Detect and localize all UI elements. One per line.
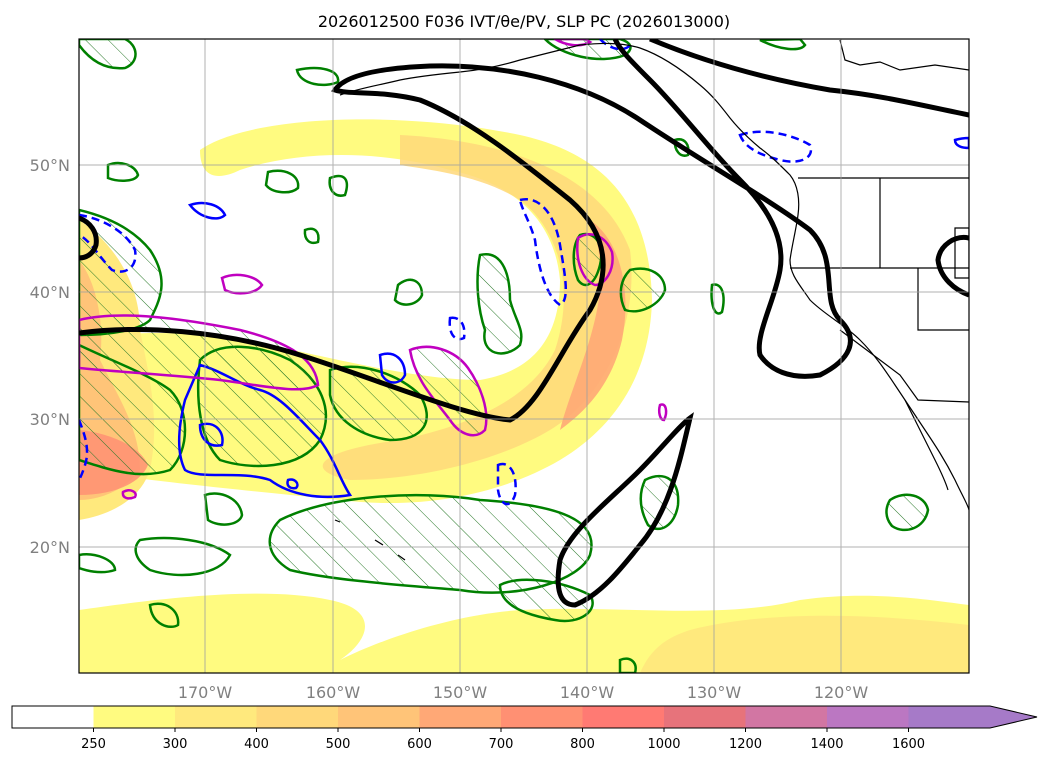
lon-label: 150°W xyxy=(433,683,488,702)
lon-labels: 170°W 160°W 150°W 140°W 130°W 120°W xyxy=(178,683,869,702)
colorbar-tick-label: 1000 xyxy=(647,737,680,752)
theta-e-lines xyxy=(79,39,807,673)
colorbar-tick-label: 600 xyxy=(407,737,432,752)
colorbar-segment xyxy=(338,706,420,728)
map-frame xyxy=(78,38,970,674)
slp-contour xyxy=(935,234,969,298)
baja-coast xyxy=(904,399,949,491)
colorbar-tick-label: 700 xyxy=(489,737,514,752)
state-border xyxy=(917,268,969,331)
colorbar-segment xyxy=(664,706,746,728)
theta-e-area xyxy=(619,267,667,313)
ivt-ring-hole xyxy=(233,163,546,379)
lon-label: 120°W xyxy=(814,683,869,702)
colorbar-segment xyxy=(175,706,257,728)
pv-contours-magenta xyxy=(79,314,488,437)
colorbar-segment xyxy=(419,706,502,728)
hawaii xyxy=(334,519,406,561)
plot-title: 2026012500 F036 IVT/θe/PV, SLP PC (20260… xyxy=(318,12,730,31)
slp-contour xyxy=(649,39,969,118)
colorbar-segment xyxy=(582,706,665,728)
pv-contour xyxy=(177,363,353,499)
map-area xyxy=(79,39,969,673)
colorbar-tick-label: 500 xyxy=(326,737,351,752)
colorbar-segment xyxy=(745,706,828,728)
theta-e-area xyxy=(885,493,930,532)
lon-label: 140°W xyxy=(560,683,615,702)
lat-label: 20°N xyxy=(30,538,70,557)
colorbar-tick-label: 1400 xyxy=(810,737,843,752)
lat-label: 30°N xyxy=(30,410,70,429)
theta-e-area xyxy=(268,493,593,594)
theta-e-area xyxy=(476,252,523,355)
pv-contour xyxy=(79,314,320,391)
colorbar-tick-label: 250 xyxy=(81,737,106,752)
lat-label: 50°N xyxy=(30,156,70,175)
coastline xyxy=(339,42,969,511)
coastlines xyxy=(334,39,969,561)
lat-label: 40°N xyxy=(30,283,70,302)
colorbar-segment xyxy=(12,706,94,728)
colorbar-segment xyxy=(827,706,909,728)
colorbar-tick-label: 400 xyxy=(244,737,269,752)
slp-contour xyxy=(555,412,694,608)
border-us-mexico xyxy=(839,329,969,403)
colorbar-segment xyxy=(501,706,583,728)
colorbar-tick-label: 1200 xyxy=(729,737,762,752)
theta-e-area xyxy=(498,578,594,623)
slp-contours xyxy=(79,39,969,608)
pv-contours-blue xyxy=(79,39,969,506)
state-border xyxy=(954,227,969,279)
colorbar-outline xyxy=(11,705,1038,729)
coastline xyxy=(839,39,969,71)
slp-contour xyxy=(79,39,853,423)
colorbar-segment xyxy=(93,706,176,728)
colorbar-tick-label: 300 xyxy=(163,737,188,752)
gridlines xyxy=(79,39,969,673)
lon-label: 160°W xyxy=(306,683,361,702)
colorbar-tick-label: 1600 xyxy=(892,737,925,752)
lon-label: 130°W xyxy=(687,683,742,702)
colorbar-extend-arrow xyxy=(908,706,1037,728)
colorbar: 250 300 400 500 600 700 800 1000 1200 1400 1600 xyxy=(11,705,1038,752)
lat-labels: 50°N 40°N 30°N 20°N xyxy=(30,156,70,557)
ivt-south-band-400 xyxy=(640,615,969,673)
colorbar-tick-label: 800 xyxy=(570,737,595,752)
colorbar-segment xyxy=(256,706,339,728)
lon-label: 170°W xyxy=(178,683,233,702)
theta-e-area xyxy=(79,39,137,70)
slp-contour xyxy=(79,215,99,261)
theta-e-area xyxy=(328,365,428,442)
